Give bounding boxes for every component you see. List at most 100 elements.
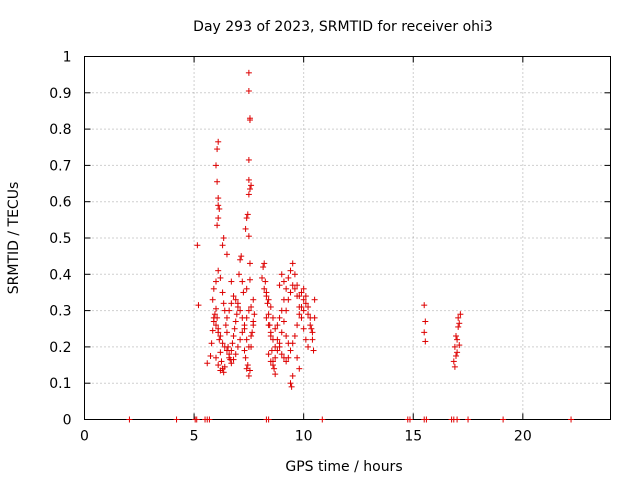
data-point: [237, 336, 244, 343]
data-point: [215, 138, 222, 145]
data-point: [245, 191, 252, 198]
data-point: [214, 178, 221, 185]
data-point: [213, 162, 219, 169]
data-point: [289, 372, 296, 379]
x-tick-label: 10: [295, 429, 313, 445]
data-point: [249, 329, 256, 336]
x-axis-label: GPS time / hours: [285, 459, 402, 475]
data-point: [272, 371, 279, 378]
x-axis-tick-labels: 0 5 10 15 20: [80, 429, 532, 445]
y-tick-label: 0.3: [49, 304, 71, 320]
data-point: [272, 354, 279, 361]
data-point: [234, 300, 241, 307]
data-point: [228, 360, 235, 367]
data-point: [244, 211, 251, 218]
data-point: [215, 195, 222, 202]
data-point: [269, 362, 276, 369]
data-points: [126, 69, 575, 423]
data-point: [456, 342, 463, 349]
data-point: [248, 343, 255, 350]
data-point: [264, 300, 271, 307]
data-point: [287, 347, 294, 354]
data-point: [241, 347, 248, 354]
data-point: [208, 340, 215, 347]
data-point: [246, 260, 253, 267]
data-point: [272, 325, 279, 332]
data-point: [243, 336, 250, 343]
x-tick-label: 20: [514, 429, 532, 445]
data-point: [269, 336, 276, 343]
x-tick-label: 5: [190, 429, 199, 445]
data-point: [243, 285, 250, 292]
data-point: [246, 185, 253, 192]
data-point: [229, 340, 236, 347]
data-point: [265, 351, 272, 358]
data-point: [283, 285, 290, 292]
data-point: [451, 343, 458, 350]
data-point: [245, 156, 252, 163]
data-point: [245, 176, 252, 183]
data-point: [245, 69, 252, 76]
data-point: [305, 311, 312, 318]
data-point: [245, 307, 252, 314]
data-point: [219, 289, 226, 296]
data-point: [245, 87, 252, 94]
data-point: [265, 416, 272, 423]
data-point: [232, 351, 239, 358]
data-point: [207, 352, 214, 359]
data-point: [276, 314, 283, 321]
data-point: [278, 329, 285, 336]
data-point: [230, 293, 237, 300]
data-point: [245, 372, 252, 379]
data-point: [296, 303, 303, 310]
chart-title: Day 293 of 2023, SRMTID for receiver ohi…: [193, 19, 493, 35]
data-point: [231, 325, 238, 332]
data-point: [261, 285, 268, 292]
data-point: [300, 285, 307, 292]
data-point: [568, 416, 575, 423]
data-point: [194, 242, 201, 249]
data-point: [250, 296, 257, 303]
data-point: [234, 343, 241, 350]
data-point: [300, 325, 307, 332]
data-point: [217, 349, 224, 356]
data-point: [213, 322, 219, 329]
data-point: [215, 215, 222, 222]
data-point: [278, 351, 285, 358]
data-point: [452, 333, 459, 340]
data-point: [226, 354, 233, 361]
data-point: [242, 225, 249, 232]
data-point: [195, 302, 202, 309]
data-point: [271, 365, 278, 372]
data-point: [268, 347, 275, 354]
data-point: [465, 416, 472, 423]
data-point: [311, 314, 318, 321]
axis-ticks: [84, 56, 611, 420]
data-point: [211, 311, 218, 318]
data-point: [274, 347, 281, 354]
data-point: [296, 293, 303, 300]
data-point: [300, 307, 307, 314]
data-point: [298, 314, 305, 321]
data-point: [305, 343, 312, 350]
data-point: [215, 267, 222, 274]
data-point: [294, 322, 301, 329]
data-point: [457, 311, 464, 318]
data-point: [305, 303, 312, 310]
data-point: [267, 358, 274, 365]
data-point: [223, 329, 230, 336]
data-point: [217, 367, 224, 374]
data-point: [213, 305, 219, 312]
data-point: [285, 274, 292, 281]
data-point: [452, 352, 459, 359]
data-point: [221, 363, 228, 370]
data-point: [246, 367, 253, 374]
data-point: [300, 296, 307, 303]
data-point: [280, 296, 287, 303]
data-point: [422, 318, 429, 325]
data-point: [246, 115, 253, 122]
data-point: [230, 333, 237, 340]
data-point: [209, 327, 216, 334]
data-point: [309, 329, 316, 336]
data-point: [219, 340, 226, 347]
